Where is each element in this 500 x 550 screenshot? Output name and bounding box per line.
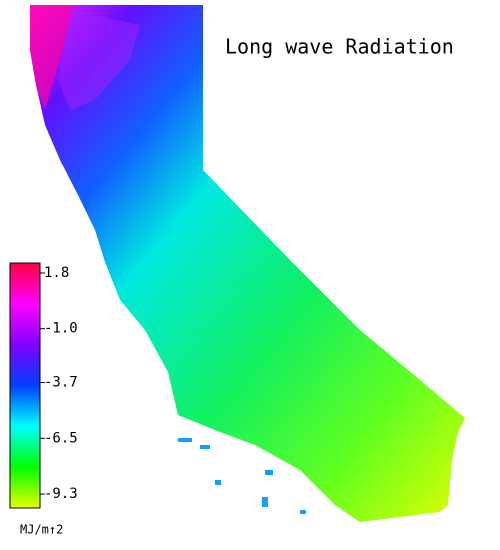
- colorbar-tick-label: -1.0: [44, 321, 78, 337]
- colorbar: [9, 262, 41, 509]
- colorbar-tick-label: -3.7: [44, 375, 78, 391]
- colorbar-tick-label: -6.5: [44, 430, 78, 446]
- colorbar-tick-label: -9.3: [44, 486, 78, 502]
- california: [30, 5, 465, 522]
- colorbar-tick-label: 1.8: [44, 265, 69, 281]
- north-mountains: [58, 10, 140, 110]
- map-title: Long wave Radiation: [225, 35, 454, 59]
- islands: [178, 438, 306, 514]
- north-coast-band: [30, 5, 75, 110]
- colorbar-unit: MJ/m↑2: [20, 523, 63, 537]
